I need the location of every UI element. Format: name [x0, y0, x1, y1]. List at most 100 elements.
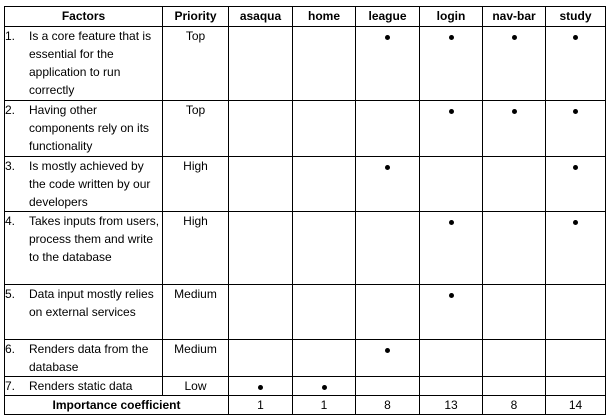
- mark-cell-study: [545, 211, 606, 285]
- table-row: 4. Takes inputs from users, process them …: [4, 211, 606, 285]
- mark-cell-nav-bar: [482, 284, 546, 340]
- mark-cell-asaqua: [228, 376, 293, 396]
- factor-item: 6. Renders data from the database: [5, 340, 162, 376]
- mark-cell-login: [419, 376, 483, 396]
- mark-cell-home: [292, 100, 356, 157]
- mark-cell-login: [419, 284, 483, 340]
- factor-item: 4. Takes inputs from users, process them …: [5, 212, 162, 266]
- priority-cell: Medium: [162, 339, 229, 377]
- bullet-dot-icon: [573, 165, 578, 170]
- factor-rows: 1. Is a core feature that is essential fo…: [4, 26, 606, 415]
- header-row: Factors Priority asaqua home league logi…: [4, 6, 606, 27]
- bullet-dot-icon: [573, 109, 578, 114]
- mark-cell-asaqua: [228, 284, 293, 340]
- mark-cell-league: [355, 211, 420, 285]
- header-home: home: [292, 6, 356, 27]
- factor-cell: 4. Takes inputs from users, process them …: [4, 211, 163, 285]
- table-row: 1. Is a core feature that is essential fo…: [4, 26, 606, 101]
- mark-cell-study: [545, 100, 606, 157]
- factor-number: 3.: [5, 159, 16, 173]
- header-league: league: [355, 6, 420, 27]
- importance-coefficient-row: Importance coefficient 1 1 8 13 8 14: [4, 395, 606, 415]
- priority-cell: Top: [162, 26, 229, 101]
- header-study: study: [545, 6, 606, 27]
- mark-cell-study: [545, 26, 606, 101]
- mark-cell-nav-bar: [482, 100, 546, 157]
- factor-number: 7.: [5, 379, 16, 393]
- mark-cell-nav-bar: [482, 376, 546, 396]
- header-login: login: [419, 6, 483, 27]
- mark-cell-nav-bar: [482, 339, 546, 377]
- mark-cell-league: [355, 284, 420, 340]
- mark-cell-study: [545, 376, 606, 396]
- mark-cell-home: [292, 156, 356, 212]
- factor-cell: 2. Having other components rely on its fu…: [4, 100, 163, 157]
- priority-cell: High: [162, 211, 229, 285]
- mark-cell-home: [292, 211, 356, 285]
- factor-item: 2. Having other components rely on its fu…: [5, 101, 162, 155]
- table-row: 6. Renders data from the database Medium: [4, 339, 606, 377]
- bullet-dot-icon: [573, 35, 578, 40]
- factor-text: Renders static data: [29, 379, 133, 393]
- factor-number: 5.: [5, 287, 16, 301]
- importance-value-league: 8: [355, 395, 420, 415]
- factor-number: 1.: [5, 29, 16, 43]
- mark-cell-nav-bar: [482, 211, 546, 285]
- bullet-dot-icon: [385, 35, 390, 40]
- mark-cell-home: [292, 339, 356, 377]
- bullet-dot-icon: [321, 385, 327, 390]
- bullet-dot-icon: [448, 35, 454, 40]
- mark-cell-login: [419, 339, 483, 377]
- mark-cell-home: [292, 26, 356, 101]
- mark-cell-nav-bar: [482, 26, 546, 101]
- factor-text: Is a core feature that is essential for …: [29, 29, 152, 97]
- bullet-dot-icon: [385, 165, 390, 170]
- mark-cell-study: [545, 339, 606, 377]
- table-row: 5. Data input mostly relies on external s…: [4, 284, 606, 340]
- factor-text: Takes inputs from users, process them an…: [29, 214, 160, 264]
- mark-cell-home: [292, 376, 356, 396]
- table-row: 3. Is mostly achieved by the code written…: [4, 156, 606, 212]
- bullet-dot-icon: [448, 220, 454, 225]
- mark-cell-study: [545, 156, 606, 212]
- mark-cell-league: [355, 156, 420, 212]
- mark-cell-asaqua: [228, 339, 293, 377]
- factor-cell: 7. Renders static data: [4, 376, 163, 396]
- factor-text: Having other components rely on its func…: [29, 103, 150, 153]
- mark-cell-asaqua: [228, 100, 293, 157]
- factor-text: Renders data from the database: [29, 342, 149, 374]
- factor-cell: 3. Is mostly achieved by the code written…: [4, 156, 163, 212]
- factor-number: 4.: [5, 214, 16, 228]
- importance-value-study: 14: [545, 395, 606, 415]
- table-row: 2. Having other components rely on its fu…: [4, 100, 606, 157]
- table-row: 7. Renders static data Low: [4, 376, 606, 396]
- bullet-dot-icon: [385, 348, 390, 353]
- bullet-dot-icon: [448, 109, 454, 114]
- mark-cell-league: [355, 100, 420, 157]
- mark-cell-asaqua: [228, 26, 293, 101]
- factor-cell: 1. Is a core feature that is essential fo…: [4, 26, 163, 101]
- importance-value-home: 1: [292, 395, 356, 415]
- bullet-dot-icon: [511, 109, 517, 114]
- bullet-dot-icon: [448, 293, 454, 298]
- factor-item: 3. Is mostly achieved by the code written…: [5, 157, 162, 211]
- mark-cell-login: [419, 100, 483, 157]
- mark-cell-home: [292, 284, 356, 340]
- bullet-dot-icon: [573, 220, 578, 225]
- factor-item: 1. Is a core feature that is essential fo…: [5, 27, 162, 99]
- importance-coefficient-label: Importance coefficient: [4, 395, 229, 415]
- factor-text: Is mostly achieved by the code written b…: [29, 159, 151, 209]
- factor-cell: 5. Data input mostly relies on external s…: [4, 284, 163, 340]
- mark-cell-login: [419, 156, 483, 212]
- header-priority: Priority: [162, 6, 229, 27]
- importance-value-asaqua: 1: [228, 395, 293, 415]
- factor-number: 6.: [5, 342, 16, 356]
- mark-cell-study: [545, 284, 606, 340]
- bullet-dot-icon: [511, 35, 517, 40]
- priority-cell: Medium: [162, 284, 229, 340]
- header-asaqua: asaqua: [228, 6, 293, 27]
- factor-cell: 6. Renders data from the database: [4, 339, 163, 377]
- factor-text: Data input mostly relies on external ser…: [29, 287, 154, 319]
- importance-value-nav-bar: 8: [482, 395, 546, 415]
- factor-item: 7. Renders static data: [5, 377, 162, 395]
